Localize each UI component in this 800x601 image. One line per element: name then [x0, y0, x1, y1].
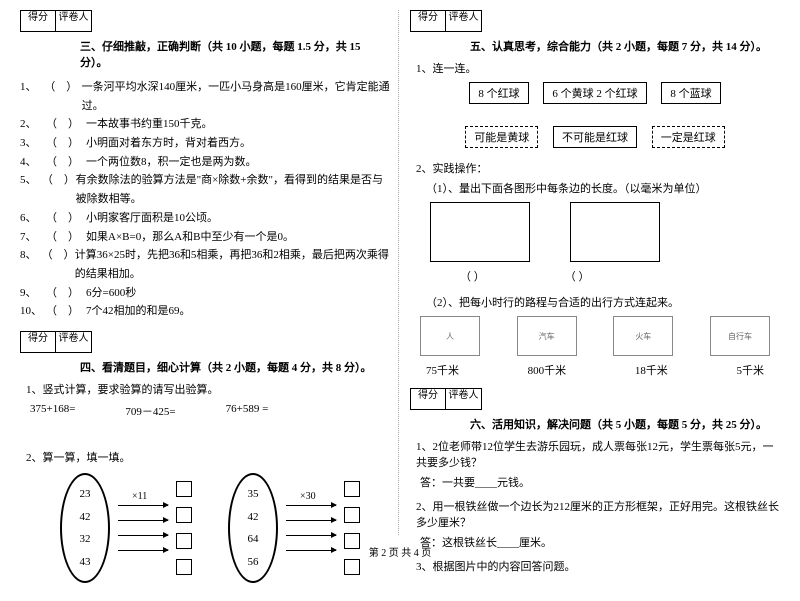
measure-rect-2	[570, 202, 660, 262]
mult-label-2: ×30	[300, 491, 316, 502]
section6-title: 六、活用知识，解决问题（共 5 小题，每题 5 分，共 25 分）。	[470, 416, 780, 432]
distance-row: 75千米 800千米 18千米 5千米	[426, 362, 764, 378]
section4-header: 得分 评卷人	[20, 331, 390, 357]
score-cell-score: 得分	[20, 10, 56, 32]
q6-1: 1、2位老师带12位学生去游乐园玩，成人票每张12元，学生票每张5元，一共要多少…	[416, 438, 780, 470]
q-paren: （ ）	[44, 78, 81, 115]
score-cell-grader: 评卷人	[56, 10, 92, 32]
q5-2a: （1）、量出下面各图形中每条边的长度。（以毫米为单位）	[426, 180, 780, 196]
result-boxes-1	[176, 481, 192, 575]
q-num: 1、	[20, 78, 44, 115]
image-row: 人 汽车 火车 自行车	[420, 316, 770, 356]
train-icon: 火车	[613, 316, 673, 356]
result-boxes-2	[344, 481, 360, 575]
oval-2: 35 42 64 56	[228, 473, 278, 583]
tag-box-dotted: 可能是黄球	[465, 126, 538, 148]
mult-label-1: ×11	[132, 491, 147, 502]
q6-2: 2、用一根铁丝做一个边长为212厘米的正方形框架，正好用完。这根铁丝长多少厘米？	[416, 498, 780, 530]
person-icon: 人	[420, 316, 480, 356]
section4-title: 四、看清题目，细心计算（共 2 小题，每题 4 分，共 8 分）。	[80, 359, 390, 375]
arrow-icon	[118, 505, 168, 506]
car-icon: 汽车	[517, 316, 577, 356]
section5-header: 得分 评卷人	[410, 10, 780, 36]
calc-3: 76+589 =	[226, 403, 269, 419]
oval-1: 23 42 32 43	[60, 473, 110, 583]
q5-1: 1、连一连。	[416, 60, 780, 76]
column-divider	[398, 10, 399, 535]
q-text: 一条河平均水深140厘米，一匹小马身高是160厘米，它肯定能通过。	[82, 78, 390, 115]
q5-2: 2、实践操作：	[416, 160, 780, 176]
q5-2b: （2）、把每小时行的路程与合适的出行方式连起来。	[426, 294, 780, 310]
paren-row: （ ） （ ）	[460, 268, 780, 284]
bicycle-icon: 自行车	[710, 316, 770, 356]
result-box	[176, 481, 192, 497]
answer-1: 答：一共要____元钱。	[420, 474, 780, 490]
left-column: 得分 评卷人 三、仔细推敲，正确判断（共 10 小题，每题 1.5 分，共 15…	[20, 10, 390, 591]
section3-header: 得分 评卷人	[20, 10, 390, 36]
section3-title: 三、仔细推敲，正确判断（共 10 小题，每题 1.5 分，共 15 分）。	[80, 38, 390, 70]
calc-row: 375+168= 709－425= 76+589 =	[30, 403, 390, 419]
section6-header: 得分 评卷人	[410, 388, 780, 414]
tag-box: 8 个红球	[469, 82, 528, 104]
measure-rect-1	[430, 202, 530, 262]
right-column: 得分 评卷人 五、认真思考，综合能力（共 2 小题，每题 7 分，共 14 分）…	[410, 10, 780, 591]
judgment-list: 1、（ ）一条河平均水深140厘米，一匹小马身高是160厘米，它肯定能通过。 2…	[20, 78, 390, 321]
page-footer: 第 2 页 共 4 页	[0, 544, 800, 559]
shape-row	[430, 202, 780, 262]
calc-1: 375+168=	[30, 403, 75, 419]
section5-title: 五、认真思考，综合能力（共 2 小题，每题 7 分，共 14 分）。	[470, 38, 780, 54]
q6-3: 3、根据图片中的内容回答问题。	[416, 558, 780, 574]
calc-2: 709－425=	[125, 403, 175, 419]
score-box: 得分 评卷人	[20, 10, 92, 32]
oval-diagram: 23 42 32 43 ×11 35 42 6	[60, 473, 390, 583]
match-row-1: 8 个红球 6 个黄球 2 个红球 8 个蓝球	[410, 80, 780, 106]
q4-2: 2、算一算，填一填。	[26, 449, 390, 465]
q4-1: 1、竖式计算，要求验算的请写出验算。	[26, 381, 390, 397]
match-row-2: 可能是黄球 不可能是红球 一定是红球	[410, 124, 780, 150]
